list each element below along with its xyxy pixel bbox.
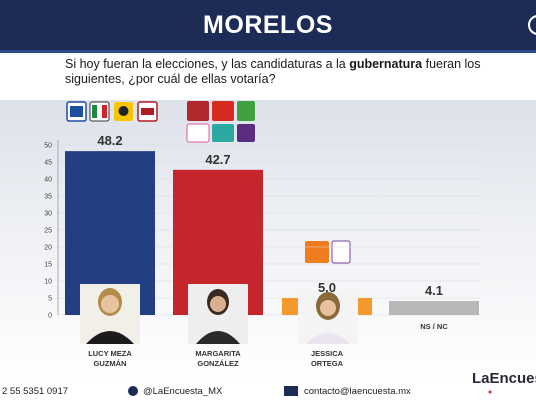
value-label: 4.1 [425,283,443,298]
party-logos [66,101,351,264]
y-tick-label: 25 [44,228,52,235]
question-bold: gubernatura [349,57,423,71]
footer-icons [128,386,492,396]
footer-phone: 2 55 5351 0917 [2,386,69,397]
question-text: Si hoy fueran la elecciones, y las candi… [65,57,350,71]
candidate-photos [80,284,358,344]
y-tick-label: 20 [44,245,52,252]
y-tick-label: 50 [44,143,52,150]
footer-twitter: @LaEncuesta_MX [143,386,223,397]
y-tick-label: 0 [48,313,52,320]
question: Si hoy fueran la elecciones, y las candi… [65,57,485,87]
value-label: 42.7 [205,152,230,167]
category-label: LUCY MEZA GUZMÁN [88,349,132,368]
footer-logo: LaEncuesta [472,370,536,387]
footer-email: contacto@laencuesta.mx [304,386,411,397]
y-tick-label: 35 [44,194,52,201]
y-tick-label: 10 [44,279,52,286]
category-label: JESSICA ORTEGA [310,349,344,368]
category-label: NS / NC [420,322,448,331]
y-tick-label: 15 [44,262,52,269]
question-text: fueran los siguientes, ¿por cuál de ella… [65,57,481,86]
value-label: 5.0 [318,280,336,295]
bar [389,301,479,315]
value-label: 48.2 [97,133,122,148]
y-tick-label: 5 [48,296,52,303]
header-band [0,0,536,53]
corner-icon [528,15,536,35]
page-title: MORELOS [203,11,333,39]
y-tick-label: 45 [44,160,52,167]
category-label: MARGARITA GONZÁLEZ [195,349,241,368]
y-tick-label: 40 [44,177,52,184]
y-tick-label: 30 [44,211,52,218]
